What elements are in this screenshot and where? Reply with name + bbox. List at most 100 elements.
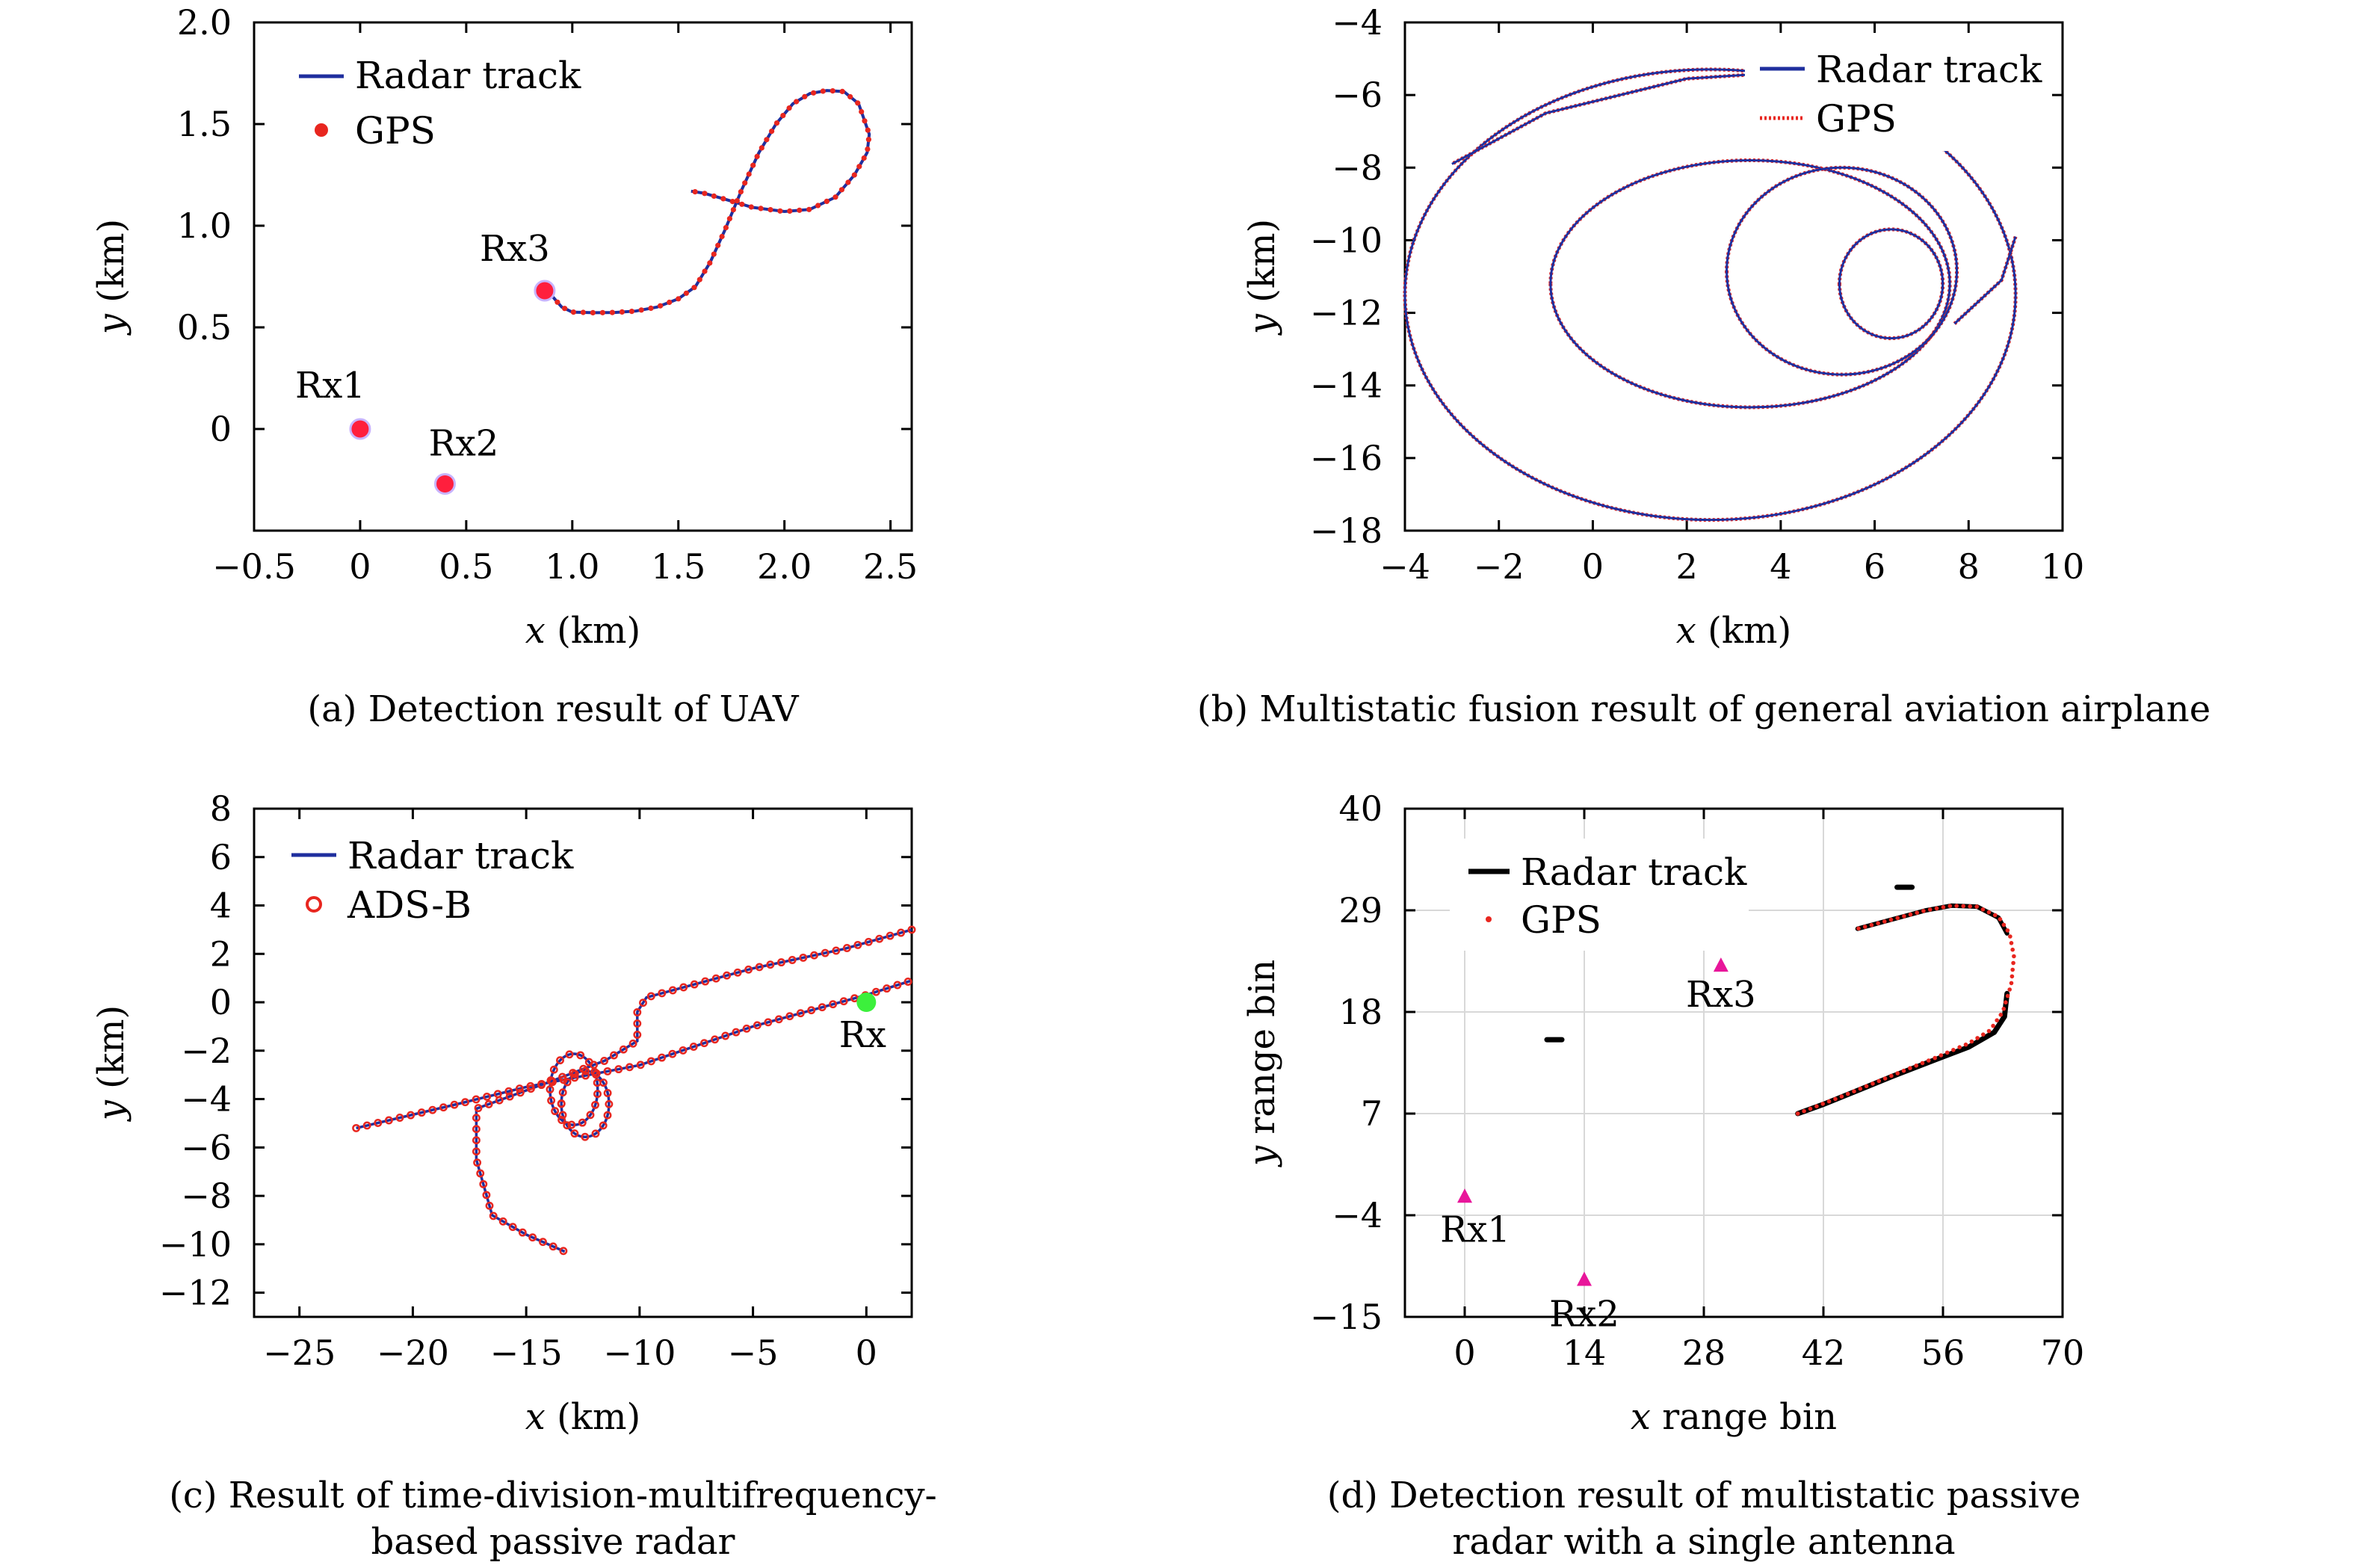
gps-point (738, 189, 744, 195)
adsb-point (472, 1125, 481, 1134)
x-tick-label: 0 (856, 1333, 877, 1373)
y-tick-label: 2 (210, 933, 232, 974)
receiver-marker (1457, 1188, 1472, 1203)
y-tick-label: −15 (1310, 1297, 1383, 1337)
gps-point (1961, 904, 1965, 909)
adsb-point (897, 928, 906, 937)
legend-label: GPS (355, 109, 436, 152)
adsb-point (658, 989, 667, 998)
gps-point (1998, 1013, 2004, 1017)
legend-label: Radar track (355, 54, 581, 97)
y-tick-label: 1.5 (177, 104, 232, 144)
gps-point (777, 208, 783, 214)
receiver-label: Rx1 (295, 365, 365, 407)
gps-point (1933, 1055, 1937, 1061)
gps-point (638, 307, 644, 313)
adsb-point (546, 1076, 555, 1085)
gps-point (2012, 954, 2016, 959)
plot-frame (253, 21, 913, 532)
legend-label: Radar track (347, 834, 574, 877)
gps-point (730, 207, 737, 213)
adsb-point (479, 1179, 488, 1188)
gps-point (1869, 922, 1874, 927)
x-tick-label: 28 (1682, 1333, 1726, 1373)
gps-point (838, 187, 844, 193)
adsb-point (907, 925, 916, 934)
gps-point (820, 88, 826, 94)
legend-marker-gps (1486, 916, 1492, 922)
x-tick-label: 14 (1563, 1333, 1607, 1373)
x-axis-label: x range bin (1631, 1396, 1837, 1438)
gps-point (748, 204, 754, 210)
adsb-point (668, 1049, 677, 1058)
gps-point (702, 191, 708, 197)
adsb-point (875, 934, 884, 943)
adsb-point (482, 1191, 491, 1200)
adsb-point (599, 1078, 608, 1087)
gps-point (1795, 1111, 1800, 1116)
adsb-point (633, 1031, 642, 1039)
gps-point (1852, 1089, 1856, 1093)
gps-path-guide (1798, 906, 2014, 1114)
adsb-point (586, 1111, 595, 1120)
receiver-marker (1577, 1271, 1592, 1286)
gps-point (750, 162, 756, 168)
gps-point (1954, 904, 1959, 908)
gps-point (1808, 1106, 1813, 1111)
adsb-point (570, 1129, 579, 1138)
gps-point (802, 93, 808, 99)
gps-point (861, 155, 867, 161)
receiver-marker (349, 418, 371, 440)
x-tick-label: 4 (1770, 546, 1791, 587)
gps-point (1814, 1104, 1819, 1108)
adsb-point (699, 1039, 708, 1048)
gps-point (648, 305, 654, 311)
adsb-point (428, 1105, 437, 1114)
adsb-point (764, 1018, 773, 1027)
chart-caption: (d) Detection result of multistatic pass… (1327, 1475, 2081, 1516)
adsb-point (883, 984, 892, 993)
gps-point (570, 309, 577, 315)
adsb-point (584, 1058, 593, 1067)
radar-track-line (549, 89, 871, 315)
adsb-point (563, 1078, 572, 1087)
gps-point (1992, 913, 1998, 918)
x-tick-label: 6 (1864, 546, 1885, 587)
gps-point (2007, 987, 2012, 992)
radar-track-line (1403, 68, 2017, 522)
gps-point (590, 309, 596, 315)
receiver-marker (534, 280, 556, 302)
x-tick-label: −5 (728, 1333, 779, 1373)
gps-point (1895, 916, 1900, 921)
adsb-point (893, 981, 902, 990)
y-tick-label: 0 (210, 982, 232, 1022)
adsb-point (362, 1121, 371, 1130)
x-tick-label: 42 (1802, 1333, 1846, 1373)
y-tick-label: −12 (1310, 293, 1383, 333)
receiver-label: Rx1 (1440, 1209, 1510, 1250)
adsb-point (591, 1129, 600, 1138)
adsb-point (352, 1123, 361, 1132)
gps-point (1845, 1091, 1850, 1096)
radar-track-line (1549, 158, 1951, 410)
adsb-point (547, 1096, 556, 1105)
adsb-point (766, 960, 775, 969)
x-tick-label: 2.0 (757, 546, 812, 587)
gps-point (1981, 1032, 1986, 1037)
plot-frame (253, 807, 913, 1318)
chart-caption: (b) Multistatic fusion result of general… (1197, 688, 2211, 730)
gps-point (2009, 941, 2014, 945)
y-tick-label: 4 (210, 886, 232, 926)
adsb-point (633, 1008, 642, 1016)
y-axis-label: y range bin (1241, 960, 1283, 1167)
legend-marker-adsb (306, 896, 322, 913)
gps-point (554, 299, 560, 305)
chart-a: −0.5 0 0.5 1.0 1.5 2.0 2.5 0 0.5 1.0 1.5 2.0 x (km) y… (90, 2, 918, 730)
gps-point (2009, 981, 2014, 986)
gps-point (865, 146, 871, 152)
adsb-point (537, 1081, 546, 1090)
gps-point (1927, 907, 1933, 912)
legend-marker-gps (315, 123, 328, 137)
adsb-point (549, 1065, 558, 1074)
